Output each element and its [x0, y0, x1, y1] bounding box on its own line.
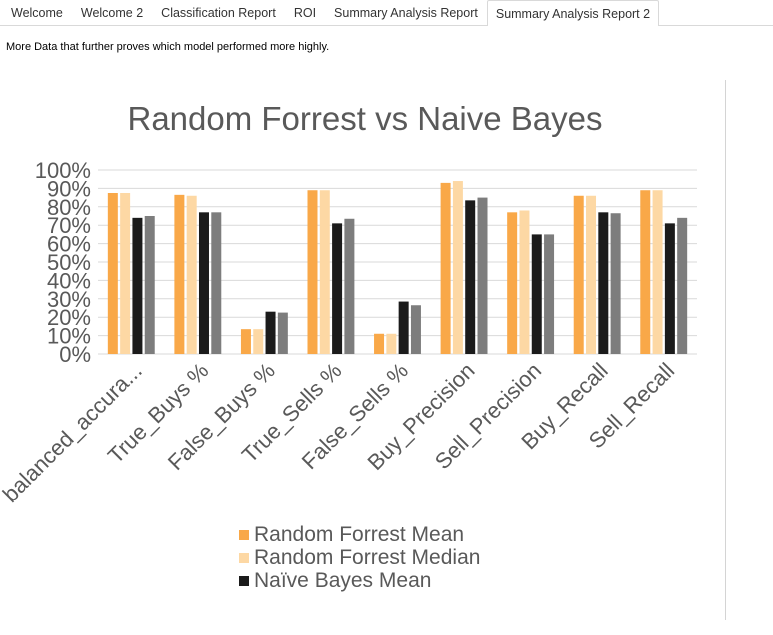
bar	[610, 213, 621, 354]
bar	[265, 311, 276, 354]
tab-classification-report[interactable]: Classification Report	[161, 6, 276, 20]
legend-label: Naïve Bayes Mean	[254, 569, 431, 592]
bar	[132, 217, 143, 354]
bar	[544, 234, 555, 354]
bar	[573, 195, 584, 354]
y-tick-label: 70%	[47, 213, 91, 238]
bar	[519, 210, 530, 354]
bar	[120, 193, 131, 354]
bars	[107, 181, 688, 354]
legend-swatch	[239, 530, 249, 540]
bar	[344, 218, 355, 354]
bar	[374, 333, 385, 354]
y-tick-label: 40%	[47, 268, 91, 293]
legend-label: Random Forrest Mean	[254, 523, 464, 546]
grid-lines	[98, 169, 697, 355]
tab-roi[interactable]: ROI	[293, 6, 317, 20]
y-tick-label: 20%	[47, 305, 91, 330]
bar	[211, 212, 222, 354]
y-tick-label: 0%	[59, 342, 91, 367]
y-tick-label: 50%	[47, 250, 91, 275]
bar	[307, 190, 318, 354]
bar	[586, 195, 597, 354]
chart-title: Random Forrest vs Naive Bayes	[127, 100, 602, 137]
panel-divider	[725, 80, 726, 620]
bar	[332, 223, 343, 354]
bar	[253, 329, 264, 354]
bar-chart: Random Forrest vs Naive Bayes 0%10%20%30…	[0, 100, 697, 592]
bar	[452, 181, 463, 354]
tab-summary-analysis-report[interactable]: Summary Analysis Report	[334, 6, 478, 20]
bar	[640, 190, 651, 354]
bar	[144, 216, 155, 354]
legend-label: Random Forrest Median	[254, 546, 480, 569]
bar	[440, 182, 451, 354]
bar	[198, 212, 209, 354]
bar	[186, 195, 197, 354]
bar	[277, 312, 288, 354]
y-tick-label: 90%	[47, 176, 91, 201]
y-tick-label: 30%	[47, 287, 91, 312]
x-axis-ticks: balanced_accura...True_Buys %False_Buys …	[0, 358, 679, 507]
y-axis-ticks: 0%10%20%30%40%50%60%70%80%90%100%	[35, 158, 91, 367]
intro-text: More Data that further proves which mode…	[6, 41, 330, 53]
tab-welcome-2[interactable]: Welcome 2	[80, 6, 144, 20]
bar	[531, 234, 542, 354]
bar	[507, 212, 518, 354]
bar	[598, 212, 609, 354]
bar	[677, 217, 688, 354]
y-tick-label: 80%	[47, 195, 91, 220]
bar	[410, 305, 421, 354]
bar	[107, 193, 118, 354]
bar	[477, 197, 488, 354]
tab-summary-analysis-report-2[interactable]: Summary Analysis Report 2	[486, 0, 660, 26]
bar	[652, 190, 663, 354]
bar	[319, 190, 330, 354]
y-tick-label: 60%	[47, 232, 91, 257]
legend-swatch	[239, 553, 249, 563]
legend-swatch	[239, 576, 249, 586]
bar	[664, 223, 675, 354]
bar	[465, 200, 476, 354]
bar	[398, 301, 409, 354]
bar	[174, 194, 185, 354]
tab-bar: Welcome Welcome 2 Classification Report …	[0, 0, 773, 26]
y-tick-label: 10%	[47, 324, 91, 349]
y-tick-label: 100%	[35, 158, 91, 183]
bar	[240, 329, 251, 354]
chart-container: Random Forrest vs Naive Bayes 0% 10% 20% 30…	[0, 78, 730, 620]
tab-welcome[interactable]: Welcome	[11, 6, 63, 20]
bar	[386, 333, 397, 354]
